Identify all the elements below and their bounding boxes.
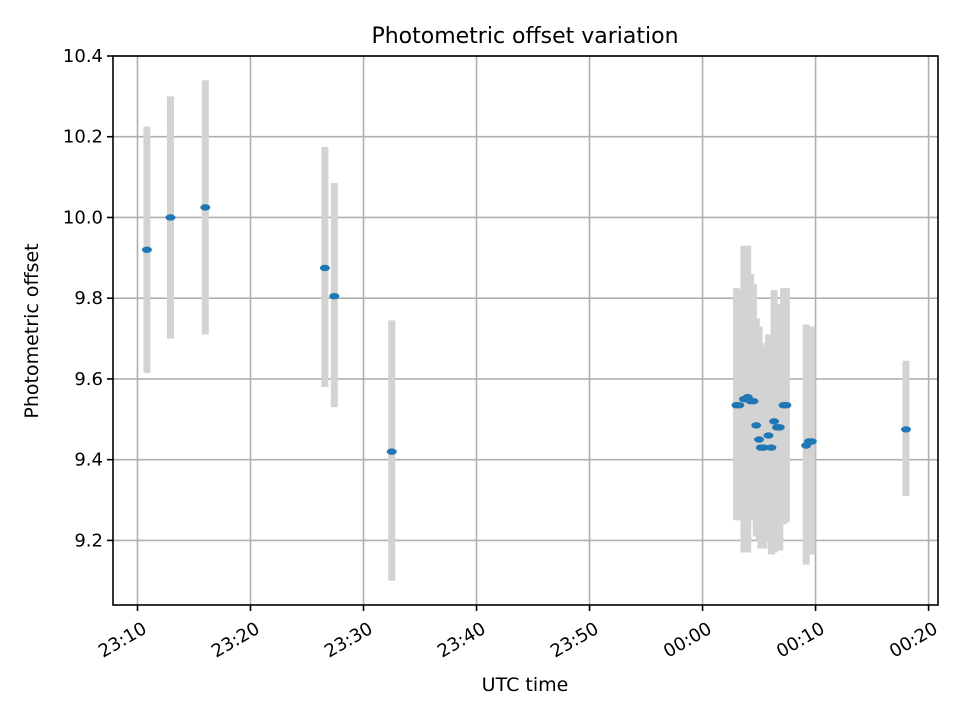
y-tick-label: 9.8 xyxy=(74,288,103,309)
data-point xyxy=(141,246,152,253)
chart-title: Photometric offset variation xyxy=(371,24,678,49)
data-point xyxy=(734,401,745,409)
plot-frame xyxy=(112,55,939,606)
data-point xyxy=(748,397,759,405)
y-tick-label: 10.4 xyxy=(63,46,103,67)
y-tick-label: 10.2 xyxy=(63,127,103,148)
data-point xyxy=(319,264,330,272)
data-point xyxy=(329,292,340,300)
data-point xyxy=(806,438,817,445)
y-tick-label: 9.6 xyxy=(74,369,103,390)
data-point xyxy=(766,444,777,451)
data-point xyxy=(769,418,780,425)
y-tick-label: 9.4 xyxy=(74,450,103,471)
data-point xyxy=(781,401,792,409)
data-point xyxy=(900,426,911,433)
data-point xyxy=(754,436,765,443)
y-tick-label: 10.0 xyxy=(63,207,103,228)
data-point xyxy=(165,214,176,221)
y-axis: 9.2 9.4 9.6 9.8 10.0 10.2 10.4 xyxy=(63,46,113,551)
data-point xyxy=(758,444,769,451)
data-point xyxy=(751,422,762,429)
y-tick-label: 9.2 xyxy=(74,530,103,551)
y-axis-label: Photometric offset xyxy=(21,243,43,418)
point-layer xyxy=(141,204,911,455)
data-point xyxy=(386,448,397,455)
x-axis-label: UTC time xyxy=(482,674,569,696)
data-point xyxy=(774,424,785,431)
data-point xyxy=(763,432,774,439)
data-point xyxy=(200,204,211,211)
